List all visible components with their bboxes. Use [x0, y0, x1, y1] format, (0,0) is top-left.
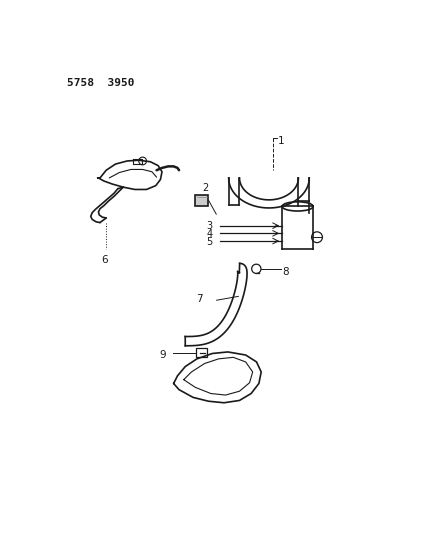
Text: 2: 2 — [202, 182, 208, 192]
Text: 1: 1 — [278, 135, 285, 146]
Text: 8: 8 — [282, 266, 289, 277]
Text: 9: 9 — [160, 350, 166, 360]
Text: 6: 6 — [101, 255, 108, 265]
Text: 5758  3950: 5758 3950 — [68, 78, 135, 88]
Text: 5: 5 — [206, 237, 212, 247]
Polygon shape — [195, 195, 208, 206]
Bar — [196, 348, 207, 357]
Text: 3: 3 — [206, 221, 212, 231]
Text: 4: 4 — [206, 229, 212, 239]
Text: 7: 7 — [196, 294, 202, 304]
